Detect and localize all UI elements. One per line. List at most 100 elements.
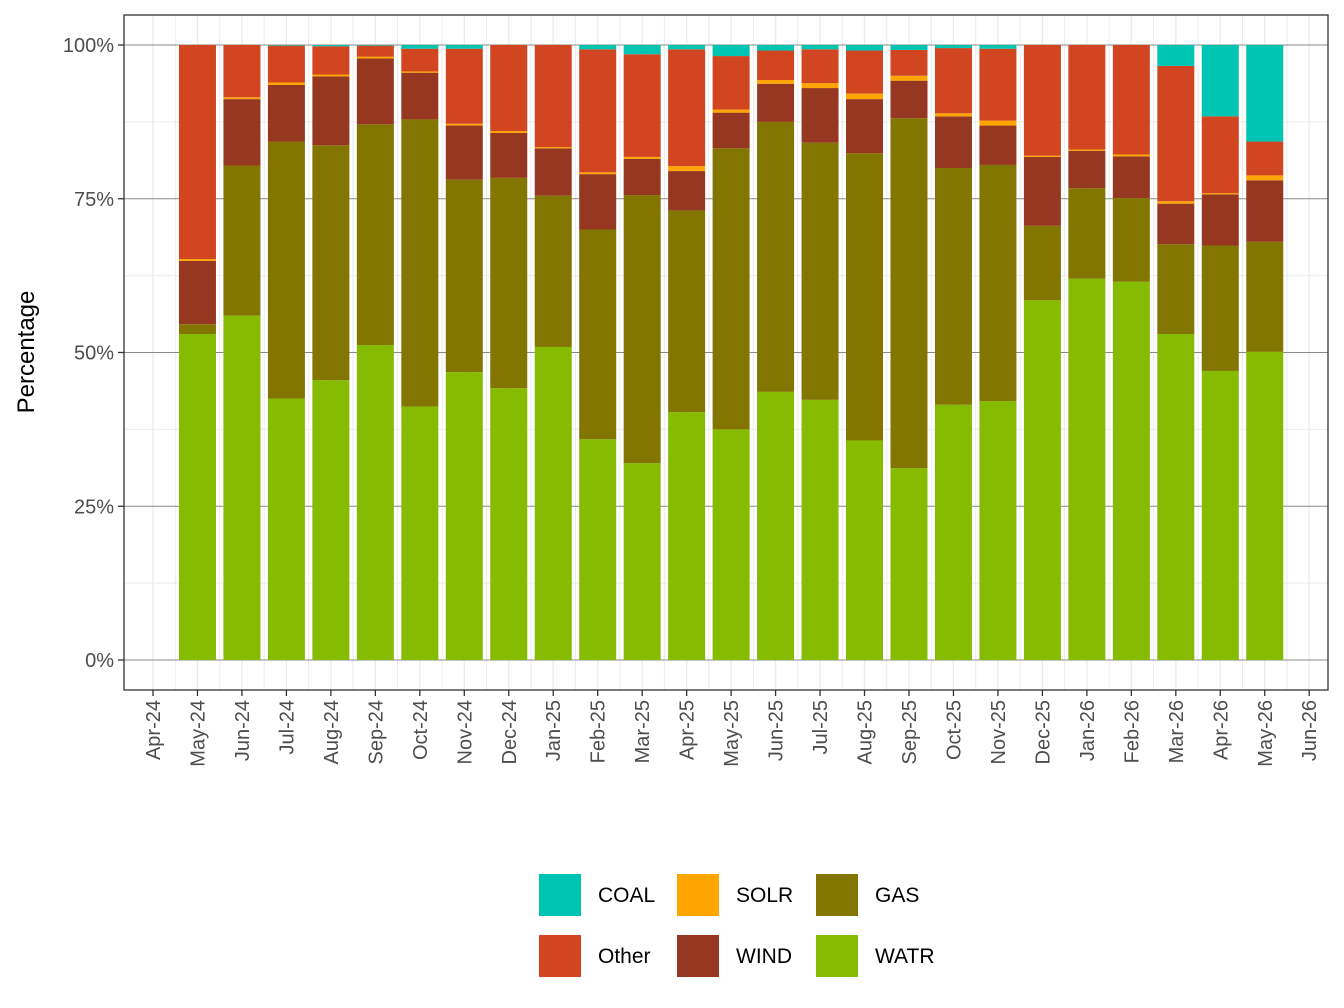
bar-segment-watr-feb-26 bbox=[1112, 281, 1150, 660]
bar-segment-watr-sep-25 bbox=[890, 468, 928, 660]
bar-segment-gas-feb-25 bbox=[579, 229, 617, 440]
x-tick-label: Jan-25 bbox=[543, 700, 565, 761]
bar-segment-watr-jan-26 bbox=[1068, 278, 1106, 660]
x-tick-label: Nov-25 bbox=[988, 700, 1010, 764]
bar-segment-coal-feb-25 bbox=[579, 45, 617, 50]
x-tick-label: Feb-25 bbox=[588, 700, 610, 763]
bar-segment-wind-oct-24 bbox=[401, 72, 439, 120]
bar-segment-coal-oct-25 bbox=[934, 45, 972, 49]
bar-segment-other-jan-25 bbox=[534, 45, 572, 148]
bar-segment-other-nov-24 bbox=[445, 48, 483, 124]
bar-segment-watr-jul-24 bbox=[267, 398, 305, 660]
bar-segment-solr-nov-25 bbox=[979, 120, 1017, 126]
legend-item-wind: WIND bbox=[677, 935, 792, 977]
bar-segment-gas-apr-26 bbox=[1201, 245, 1239, 371]
bar-segment-gas-feb-26 bbox=[1112, 198, 1150, 282]
bar-segment-solr-apr-26 bbox=[1201, 193, 1239, 195]
bar-segment-solr-feb-26 bbox=[1112, 154, 1150, 157]
bar-segment-wind-jul-24 bbox=[267, 84, 305, 142]
x-tick-label: May-25 bbox=[721, 700, 743, 767]
bar-segment-wind-oct-25 bbox=[934, 116, 972, 168]
bar-segment-solr-jan-26 bbox=[1068, 149, 1106, 151]
y-axis-title: Percentage bbox=[13, 291, 40, 414]
bar-segment-wind-apr-25 bbox=[668, 171, 706, 211]
bar-segment-other-aug-25 bbox=[846, 50, 884, 94]
bar-segment-gas-apr-25 bbox=[668, 210, 706, 413]
bar-segment-gas-oct-24 bbox=[401, 119, 439, 407]
bar-segment-solr-jan-25 bbox=[534, 147, 572, 149]
bar-segment-other-jun-25 bbox=[757, 50, 795, 81]
x-tick-label: Jul-25 bbox=[810, 700, 832, 754]
x-tick-label: Jun-26 bbox=[1299, 700, 1321, 761]
bar-segment-wind-may-25 bbox=[712, 112, 750, 149]
bar-segment-watr-feb-25 bbox=[579, 439, 617, 660]
x-tick-label: Jun-24 bbox=[232, 700, 254, 761]
bar-segment-gas-sep-25 bbox=[890, 118, 928, 469]
bar-segment-solr-nov-24 bbox=[445, 123, 483, 126]
bar-segment-other-feb-25 bbox=[579, 49, 617, 173]
legend-swatch bbox=[539, 935, 581, 977]
bar-segment-other-jul-24 bbox=[267, 45, 305, 83]
legend-swatch bbox=[539, 874, 581, 916]
y-tick-label: 0% bbox=[85, 650, 114, 672]
x-tick-label: Sep-24 bbox=[365, 700, 387, 765]
x-tick-label: Aug-24 bbox=[321, 700, 343, 765]
bar-segment-wind-nov-25 bbox=[979, 125, 1017, 165]
bar-segment-coal-jul-24 bbox=[267, 45, 305, 46]
bar-segment-watr-aug-25 bbox=[846, 440, 884, 660]
x-tick-label: May-26 bbox=[1255, 700, 1277, 767]
legend-label: GAS bbox=[875, 884, 919, 907]
bar-segment-wind-feb-26 bbox=[1112, 156, 1150, 199]
bar-segment-coal-oct-24 bbox=[401, 45, 439, 49]
x-axis: Apr-24 May-24 Jun-24 Jul-24 Aug-24 Sep-24 Oct-… bbox=[143, 690, 1321, 767]
bar-segment-coal-mar-25 bbox=[623, 45, 661, 55]
bar-segment-solr-feb-25 bbox=[579, 172, 617, 175]
x-tick-label: Dec-24 bbox=[499, 700, 521, 764]
legend-item-gas: GAS bbox=[816, 874, 919, 916]
legend-item-solr: SOLR bbox=[677, 874, 793, 916]
bar-segment-wind-mar-25 bbox=[623, 158, 661, 196]
bar-segment-solr-sep-25 bbox=[890, 75, 928, 81]
bar-segment-solr-dec-25 bbox=[1023, 155, 1061, 157]
bars bbox=[178, 45, 1284, 660]
bar-segment-gas-jul-24 bbox=[267, 141, 305, 399]
bar-segment-other-jan-26 bbox=[1068, 45, 1106, 150]
x-tick-label: Sep-25 bbox=[899, 700, 921, 765]
bar-segment-watr-oct-24 bbox=[401, 406, 439, 660]
bar-segment-wind-jan-25 bbox=[534, 148, 572, 196]
y-tick-label: 100% bbox=[63, 35, 114, 57]
x-tick-label: Mar-25 bbox=[632, 700, 654, 763]
bar-segment-gas-nov-25 bbox=[979, 164, 1017, 402]
bar-segment-solr-oct-25 bbox=[934, 113, 972, 117]
bar-segment-wind-dec-24 bbox=[490, 132, 528, 178]
bar-segment-other-apr-26 bbox=[1201, 116, 1239, 194]
bar-segment-gas-may-25 bbox=[712, 148, 750, 430]
bar-segment-other-feb-26 bbox=[1112, 45, 1150, 155]
bar-segment-watr-apr-25 bbox=[668, 412, 706, 660]
bar-segment-wind-may-26 bbox=[1246, 180, 1284, 242]
bar-segment-solr-aug-24 bbox=[312, 74, 350, 77]
legend-label: WATR bbox=[875, 945, 934, 968]
bar-segment-watr-may-24 bbox=[178, 334, 216, 660]
bar-segment-watr-jun-25 bbox=[757, 391, 795, 660]
bar-segment-wind-jan-26 bbox=[1068, 150, 1106, 189]
bar-segment-other-mar-26 bbox=[1157, 65, 1195, 202]
x-tick-label: Jan-26 bbox=[1077, 700, 1099, 761]
bar-segment-watr-aug-24 bbox=[312, 380, 350, 660]
bar-segment-solr-jun-25 bbox=[757, 80, 795, 84]
legend-label: WIND bbox=[736, 945, 792, 968]
bar-segment-other-may-25 bbox=[712, 56, 750, 110]
bar-segment-gas-jan-25 bbox=[534, 195, 572, 347]
bar-segment-watr-jul-25 bbox=[801, 399, 839, 660]
bar-segment-other-mar-25 bbox=[623, 54, 661, 157]
x-tick-label: Apr-25 bbox=[677, 700, 699, 760]
x-tick-label: Aug-25 bbox=[855, 700, 877, 765]
bar-segment-gas-aug-24 bbox=[312, 145, 350, 381]
y-tick-label: 25% bbox=[74, 496, 114, 518]
bar-segment-wind-jul-25 bbox=[801, 88, 839, 143]
bar-segment-gas-may-26 bbox=[1246, 241, 1284, 352]
bar-segment-coal-jul-25 bbox=[801, 45, 839, 50]
bar-segment-other-dec-25 bbox=[1023, 45, 1061, 156]
bar-segment-coal-apr-25 bbox=[668, 45, 706, 50]
